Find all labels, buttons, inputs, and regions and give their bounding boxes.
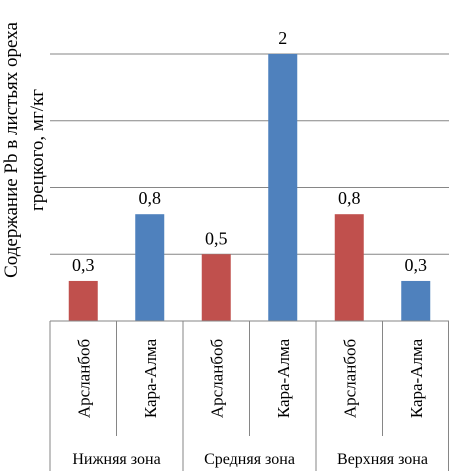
bar-value-label: 0,3 (405, 255, 428, 275)
bar (334, 214, 364, 321)
group-labels: Нижняя зона Средняя зона Верхняя зона (72, 451, 428, 468)
bar-value-label: 0,3 (72, 255, 95, 275)
group-label: Верхняя зона (337, 451, 428, 468)
group-label: Средняя зона (204, 451, 295, 468)
group-label: Нижняя зона (72, 451, 160, 468)
y-axis-title-line: грецкого, мг/кг (27, 89, 48, 211)
bars (68, 54, 431, 321)
category-label: Кара-Алма (407, 338, 426, 418)
y-axis-label: Содержание Pb в листьях ореха грецкого, м… (1, 22, 48, 278)
gridlines (50, 53, 449, 255)
category-label: Арсланбоб (207, 339, 226, 418)
category-label: Арсланбоб (340, 339, 359, 418)
category-label: Арсланбоб (74, 339, 93, 418)
category-label: Кара-Алма (274, 338, 293, 418)
bar-value-label: 2 (278, 28, 287, 48)
bar (135, 214, 165, 321)
bar-value-label: 0,5 (205, 228, 228, 248)
bar (68, 280, 98, 321)
bar (201, 254, 231, 321)
bar (268, 54, 298, 321)
x-axis (49, 320, 449, 471)
data-labels: 0,3 0,8 0,5 2 0,8 0,3 (72, 28, 427, 275)
bar-value-label: 0,8 (139, 188, 162, 208)
y-axis-title-line: Содержание Pb в листьях ореха (1, 22, 22, 278)
category-label: Кара-Алма (141, 338, 160, 418)
bar-value-label: 0,8 (338, 188, 361, 208)
category-labels: Арсланбоб Кара-Алма Арсланбоб Кара-Алма Арсл… (74, 338, 426, 418)
bar (401, 280, 431, 321)
